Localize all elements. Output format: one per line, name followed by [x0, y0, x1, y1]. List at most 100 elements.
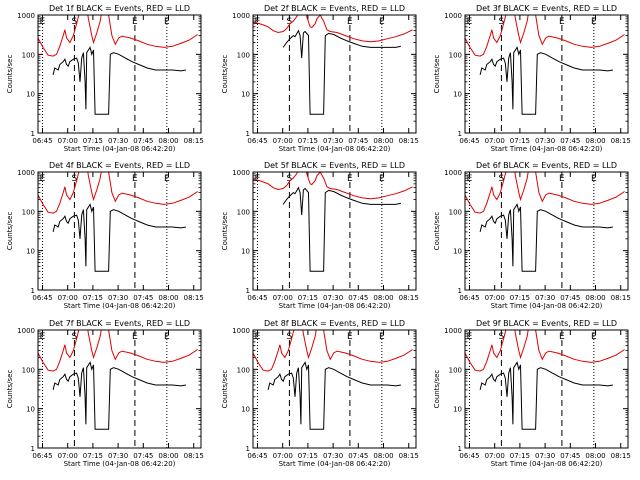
chart-panel: Det 5f BLACK = Events, RED = LLD 1 10 100 10… [221, 161, 419, 310]
y-tick-label: 100 [237, 208, 250, 216]
y-axis-label: Counts/sec [6, 55, 14, 94]
time-marker-label: E [164, 17, 170, 27]
x-tick-label: 06:45 [247, 137, 267, 145]
x-tick-label: 07:15 [510, 137, 530, 145]
x-axis-label: Start Time (04-Jan-08 06:42:20) [279, 302, 391, 310]
x-tick-label: 08:00 [158, 452, 178, 460]
x-tick-label: 08:00 [585, 452, 605, 460]
y-tick-label: 10 [241, 248, 250, 256]
x-tick-label: 07:30 [535, 137, 555, 145]
x-tick-label: 08:00 [373, 137, 393, 145]
y-tick-label: 1000 [17, 327, 35, 335]
x-tick-label: 07:15 [83, 452, 103, 460]
chart-panel: Det 3f BLACK = Events, RED = LLD 1 10 100 10… [433, 4, 631, 153]
chart-panel: Det 6f BLACK = Events, RED = LLD 1 10 100 10… [433, 161, 631, 310]
time-marker-label: S [72, 332, 78, 342]
y-tick-label: 100 [22, 51, 35, 59]
x-tick-label: 06:45 [247, 294, 267, 302]
y-axis-label: Counts/sec [6, 370, 14, 409]
plot-frame [252, 171, 417, 291]
y-tick-label: 100 [449, 366, 462, 374]
time-marker-label: E [591, 17, 597, 27]
x-tick-label: 07:15 [298, 137, 318, 145]
series-lld-line [253, 15, 413, 43]
time-marker-label: E [467, 17, 473, 27]
series-lld-line [38, 172, 198, 214]
y-tick-label: 1 [458, 445, 462, 453]
time-marker-label: S [287, 174, 293, 184]
y-tick-label: 100 [449, 208, 462, 216]
x-tick-label: 07:45 [133, 294, 153, 302]
y-tick-label: 100 [237, 51, 250, 59]
time-marker-label: S [287, 332, 293, 342]
x-tick-label: 08:15 [399, 452, 419, 460]
series-lld-line [465, 172, 625, 214]
x-tick-label: 07:00 [58, 452, 78, 460]
x-tick-label: 06:45 [32, 137, 52, 145]
x-tick-label: 07:30 [108, 294, 128, 302]
time-marker-label: E [255, 17, 261, 27]
x-tick-label: 07:45 [560, 137, 580, 145]
chart-panel: Det 2f BLACK = Events, RED = LLD 1 10 100 10… [221, 4, 419, 153]
x-tick-label: 07:45 [133, 452, 153, 460]
y-axis-label: Counts/sec [6, 212, 14, 251]
time-marker-label: E [347, 332, 353, 342]
y-tick-label: 1000 [17, 12, 35, 20]
x-tick-label: 07:30 [323, 452, 343, 460]
y-axis-label: Counts/sec [433, 212, 441, 251]
y-tick-label: 10 [453, 406, 462, 414]
x-tick-label: 07:45 [348, 452, 368, 460]
x-tick-label: 07:30 [323, 294, 343, 302]
x-tick-label: 08:15 [184, 452, 204, 460]
y-tick-label: 1 [246, 287, 250, 295]
y-axis-label: Counts/sec [221, 370, 229, 409]
x-tick-label: 06:45 [247, 452, 267, 460]
series-events-line [267, 361, 401, 430]
series-events-line [479, 203, 613, 272]
chart-panel: Det 7f BLACK = Events, RED = LLD 1 10 100 10… [6, 319, 204, 468]
time-marker-label: E [591, 332, 597, 342]
time-marker-label: E [591, 174, 597, 184]
series-events-line [52, 361, 186, 430]
x-tick-label: 06:45 [32, 452, 52, 460]
y-tick-label: 1 [246, 130, 250, 138]
x-tick-label: 08:15 [399, 294, 419, 302]
time-marker-label: S [499, 332, 505, 342]
x-axis-label: Start Time (04-Jan-08 06:42:20) [491, 460, 603, 468]
plot-frame [464, 329, 629, 449]
series-lld-line [465, 15, 625, 57]
time-marker-label: E [164, 174, 170, 184]
y-tick-label: 100 [237, 366, 250, 374]
time-marker-label: E [255, 332, 261, 342]
time-marker-label: S [287, 17, 293, 27]
series-lld-line [465, 330, 625, 372]
plot-frame [37, 329, 202, 449]
y-axis-label: Counts/sec [433, 370, 441, 409]
time-marker-label: S [72, 174, 78, 184]
x-tick-label: 07:15 [298, 452, 318, 460]
x-tick-label: 06:45 [459, 137, 479, 145]
x-axis-label: Start Time (04-Jan-08 06:42:20) [64, 145, 176, 153]
chart-panel: Det 1f BLACK = Events, RED = LLD 1 10 100 10… [6, 4, 204, 153]
x-tick-label: 08:15 [184, 137, 204, 145]
x-tick-label: 07:00 [485, 137, 505, 145]
time-marker-label: E [347, 17, 353, 27]
series-lld-line [38, 15, 198, 57]
y-tick-label: 100 [449, 51, 462, 59]
x-tick-label: 07:00 [273, 294, 293, 302]
y-tick-label: 1 [458, 130, 462, 138]
y-tick-label: 100 [22, 366, 35, 374]
x-tick-label: 07:30 [323, 137, 343, 145]
x-tick-label: 08:00 [585, 137, 605, 145]
panel-title: Det 3f BLACK = Events, RED = LLD [476, 4, 617, 13]
y-tick-label: 10 [241, 406, 250, 414]
x-tick-label: 08:15 [399, 137, 419, 145]
plot-frame [37, 14, 202, 134]
x-tick-label: 06:45 [459, 452, 479, 460]
time-marker-label: E [379, 174, 385, 184]
y-tick-label: 1000 [17, 169, 35, 177]
time-marker-label: S [499, 174, 505, 184]
x-tick-label: 07:30 [108, 452, 128, 460]
series-events-line [52, 203, 186, 272]
y-tick-label: 100 [22, 208, 35, 216]
